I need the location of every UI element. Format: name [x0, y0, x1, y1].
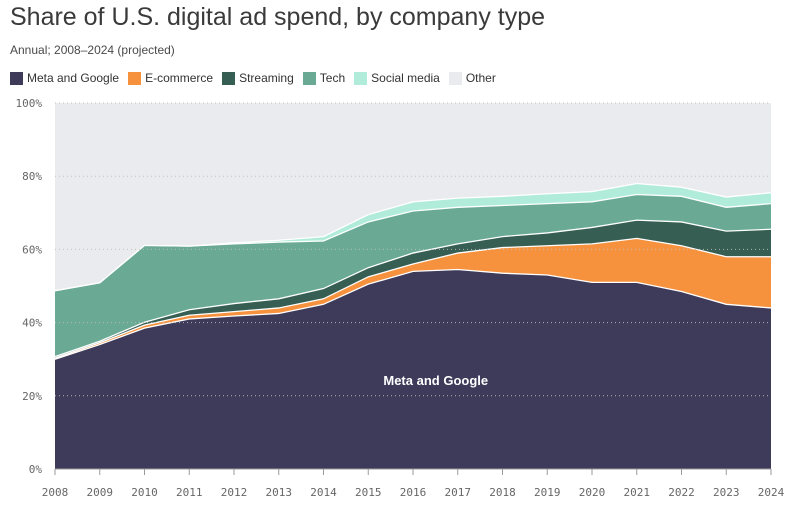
- x-tick-label: 2019: [534, 486, 561, 499]
- x-tick-label: 2014: [310, 486, 337, 499]
- legend-item-streaming: Streaming: [222, 71, 294, 85]
- y-tick-label: 0%: [29, 463, 43, 476]
- legend-item-tech: Tech: [302, 71, 346, 85]
- area-annotation: Meta and Google: [383, 373, 488, 388]
- x-tick-label: 2011: [176, 486, 203, 499]
- legend-item-social-media: Social media: [354, 71, 440, 85]
- legend-label: Meta and Google: [27, 71, 120, 85]
- x-tick-label: 2020: [579, 486, 606, 499]
- legend-item-meta-google: Meta and Google: [10, 71, 119, 85]
- legend-label: Social media: [371, 71, 440, 85]
- x-tick-label: 2021: [624, 486, 651, 499]
- x-tick-label: 2024: [758, 486, 785, 499]
- x-tick-label: 2016: [400, 486, 427, 499]
- legend-item-other: Other: [448, 71, 496, 85]
- legend-label: Streaming: [239, 71, 294, 85]
- area-other: [55, 103, 771, 291]
- y-tick-label: 80%: [22, 170, 42, 183]
- area-e-commerce: [55, 238, 771, 360]
- area-social-media: [55, 183, 771, 291]
- legend-swatch: [10, 71, 23, 85]
- x-tick-label: 2008: [42, 486, 69, 499]
- area-streaming: [55, 220, 771, 359]
- x-tick-label: 2015: [355, 486, 382, 499]
- y-tick-label: 60%: [22, 243, 42, 256]
- y-tick-label: 100%: [16, 97, 43, 110]
- x-tick-label: 2022: [668, 486, 695, 499]
- x-tick-label: 2009: [87, 486, 114, 499]
- x-tick-label: 2023: [713, 486, 740, 499]
- legend-swatch: [128, 71, 142, 85]
- series-boundary-line: [54, 219, 772, 358]
- chart-subtitle: Annual; 2008–2024 (projected): [10, 43, 175, 57]
- legend-swatch: [448, 71, 462, 85]
- area-tech: [55, 194, 771, 357]
- x-tick-label: 2013: [266, 486, 293, 499]
- legend-swatch: [222, 71, 236, 85]
- legend-label: E-commerce: [145, 71, 214, 85]
- legend-item-ecommerce: E-commerce: [128, 71, 213, 85]
- chart-title: Share of U.S. digital ad spend, by compa…: [10, 3, 546, 31]
- y-tick-label: 20%: [22, 390, 42, 403]
- series-boundary-line: [54, 268, 772, 360]
- x-tick-label: 2018: [489, 486, 516, 499]
- legend-label: Tech: [319, 71, 346, 85]
- y-tick-label: 40%: [22, 317, 42, 330]
- series-boundary-line: [54, 182, 772, 292]
- x-tick-label: 2012: [221, 486, 248, 499]
- x-tick-label: 2017: [445, 486, 472, 499]
- x-tick-label: 2010: [131, 486, 158, 499]
- area-meta-and-google: [55, 269, 771, 469]
- legend-swatch: [302, 71, 316, 85]
- legend: Meta and Google E-commerce Streaming Tec…: [10, 71, 496, 85]
- series-boundary-line: [54, 237, 771, 359]
- legend-label: Other: [465, 71, 496, 85]
- legend-swatch: [354, 71, 368, 85]
